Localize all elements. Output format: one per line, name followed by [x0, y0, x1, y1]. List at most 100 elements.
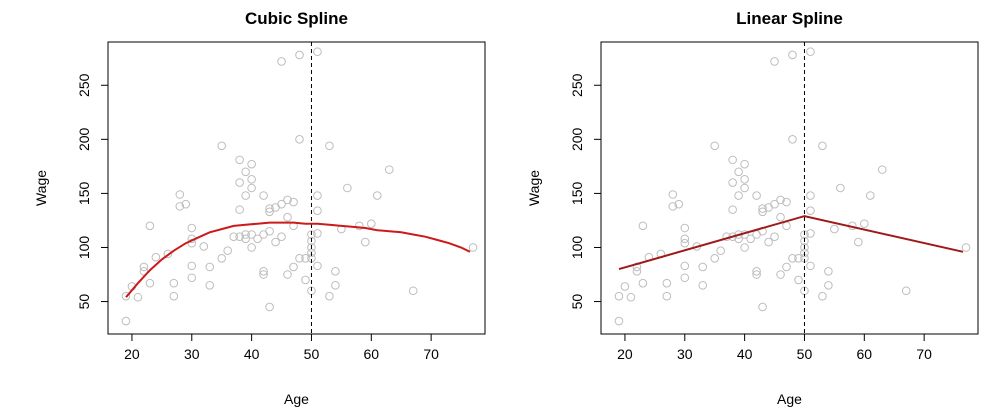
y-tick-label: 200	[569, 127, 585, 151]
data-point	[331, 266, 340, 276]
data-point	[313, 229, 322, 238]
data-point	[247, 243, 256, 252]
data-point	[865, 191, 875, 200]
data-point	[283, 270, 292, 279]
x-tick-label: 30	[184, 346, 200, 362]
data-point	[307, 236, 316, 246]
y-tick-label: 250	[76, 73, 92, 97]
data-point	[235, 232, 244, 241]
data-point	[235, 205, 244, 214]
data-point	[169, 278, 179, 288]
x-tick-label: 30	[677, 346, 693, 362]
data-point	[800, 248, 809, 258]
data-point	[121, 291, 131, 301]
data-point	[824, 281, 833, 290]
fit-line	[125, 221, 471, 298]
data-point	[121, 316, 131, 326]
data-point	[235, 155, 244, 165]
x-tick-label: 40	[244, 346, 260, 362]
data-point	[680, 261, 690, 271]
data-point	[740, 175, 749, 184]
data-point	[265, 207, 274, 217]
data-point	[668, 190, 678, 199]
data-point	[674, 199, 684, 209]
data-point	[824, 266, 833, 276]
x-tick-label: 20	[617, 346, 633, 362]
x-axis-label: Age	[284, 391, 309, 407]
x-tick-label: 20	[124, 346, 140, 362]
data-point	[265, 226, 274, 236]
data-point	[468, 243, 478, 252]
y-tick-label: 50	[76, 294, 92, 310]
data-point	[728, 178, 737, 187]
data-point	[145, 221, 155, 231]
chart-title: Cubic Spline	[245, 9, 348, 28]
data-point	[818, 141, 827, 151]
data-point	[734, 167, 743, 177]
data-point	[367, 219, 376, 228]
data-point	[961, 243, 971, 252]
y-tick-label: 100	[76, 236, 92, 260]
data-point	[361, 237, 370, 247]
data-point	[830, 224, 839, 234]
scatter-points	[121, 47, 478, 326]
x-axis-label: Age	[777, 391, 802, 407]
data-point	[794, 253, 803, 263]
data-point	[295, 135, 304, 144]
data-point	[680, 273, 690, 283]
data-point	[776, 212, 785, 222]
data-point	[728, 205, 737, 214]
x-tick-label: 70	[916, 346, 932, 362]
data-point	[277, 232, 286, 241]
data-point	[854, 237, 863, 247]
x-tick-label: 60	[857, 346, 873, 362]
data-point	[776, 270, 785, 279]
data-point	[806, 47, 815, 57]
data-point	[301, 253, 310, 263]
data-point	[253, 234, 262, 244]
data-point	[788, 253, 797, 263]
data-point	[716, 246, 725, 256]
x-tick-label: 50	[797, 346, 813, 362]
data-point	[271, 237, 280, 247]
data-point	[680, 234, 690, 244]
data-point	[163, 249, 173, 259]
data-point	[408, 286, 418, 296]
data-point	[710, 141, 719, 151]
data-point	[217, 253, 226, 263]
y-tick-label: 50	[569, 294, 585, 310]
data-point	[806, 229, 815, 238]
data-point	[247, 175, 256, 184]
data-point	[752, 270, 761, 279]
y-tick-label: 250	[569, 73, 585, 97]
data-point	[241, 191, 250, 200]
data-point	[668, 202, 678, 211]
data-point	[331, 281, 340, 290]
data-point	[806, 261, 815, 271]
data-point	[199, 242, 209, 251]
data-point	[313, 206, 322, 216]
data-point	[133, 292, 143, 302]
data-point	[836, 183, 845, 193]
data-point	[728, 232, 737, 241]
data-point	[265, 302, 274, 312]
data-point	[614, 291, 624, 301]
data-point	[223, 246, 232, 256]
data-point	[187, 273, 197, 283]
data-point	[746, 234, 755, 244]
data-point	[235, 178, 244, 187]
data-point	[187, 223, 197, 233]
data-point	[794, 275, 803, 285]
fit-line	[618, 215, 964, 271]
data-point	[632, 266, 642, 276]
data-point	[283, 212, 292, 222]
data-point	[710, 253, 719, 263]
data-point	[728, 155, 737, 165]
data-point	[877, 165, 887, 174]
data-point	[295, 50, 304, 60]
data-point	[734, 191, 743, 200]
data-point	[289, 197, 298, 207]
data-point	[776, 195, 785, 205]
data-point	[860, 219, 869, 228]
